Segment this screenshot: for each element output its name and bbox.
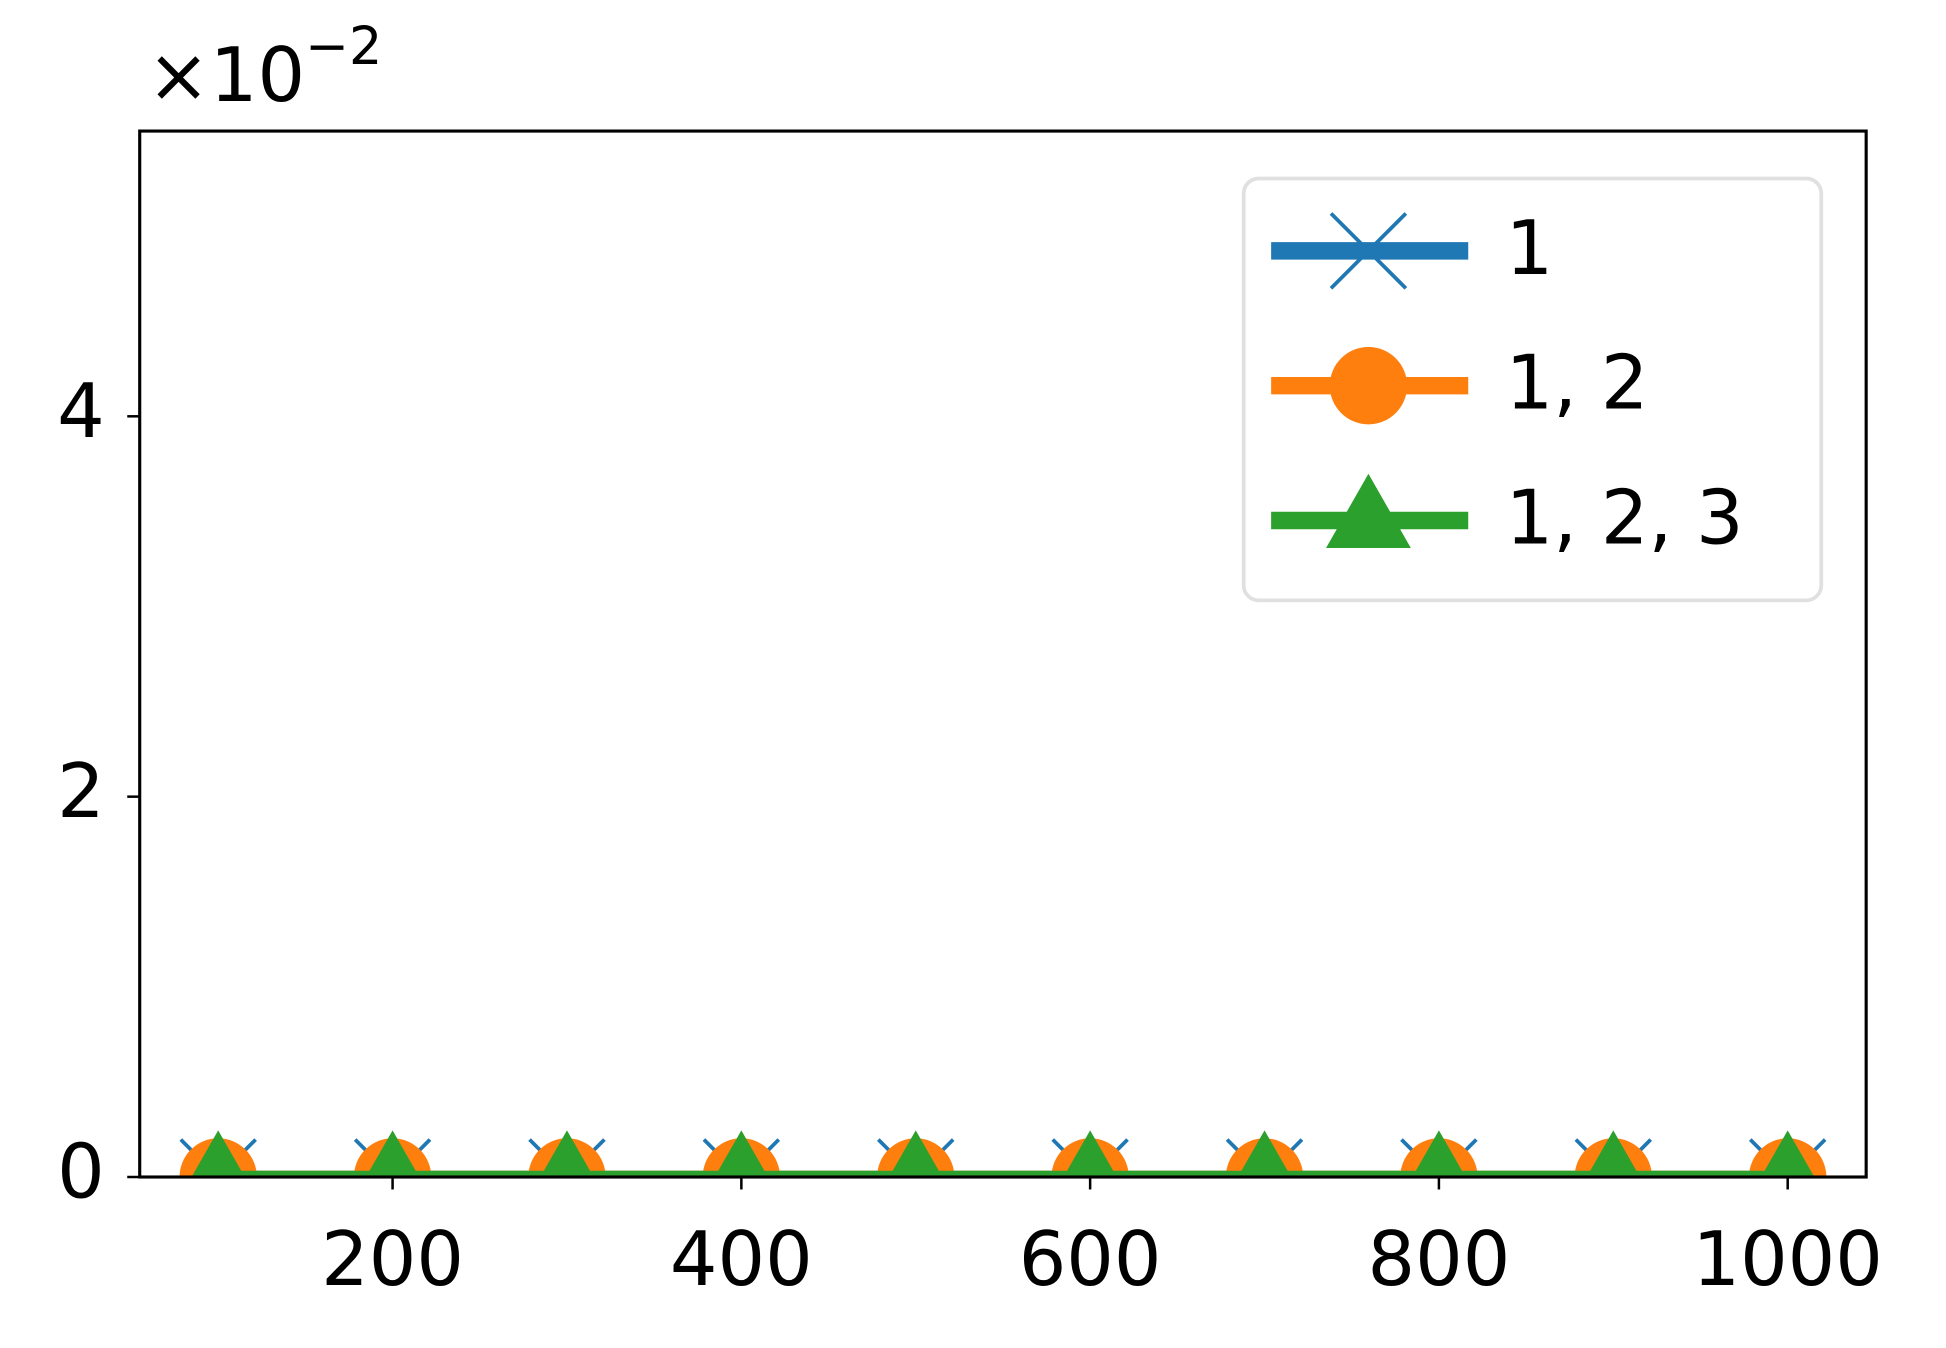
marker-triangle [714,1130,769,1178]
plot-frame [138,129,1868,1179]
legend-label: 1, 2 [1506,340,1649,427]
marker-triangle [365,1130,420,1178]
x-tick-label: 200 [321,1216,464,1303]
marker-triangle [1761,1130,1815,1178]
y-tick-label: 0 [57,1128,105,1215]
marker-x [1329,212,1408,290]
marker-triangle [1412,1130,1466,1178]
y-offset-label: ×10−2 [147,16,382,118]
marker-circle [1329,346,1408,425]
x-tick-label: 600 [1019,1216,1162,1303]
offset-exponent: −2 [305,16,382,77]
y-tick-label: 2 [57,748,105,835]
marker-triangle [1326,473,1411,549]
marker-triangle [1237,1130,1292,1178]
x-tick-label: 1000 [1692,1216,1882,1303]
x-tick-label: 800 [1367,1216,1510,1303]
offset-base: ×10 [147,31,305,118]
y-tick-label: 4 [57,368,105,455]
marker-triangle [191,1130,245,1178]
marker-triangle [1586,1130,1640,1178]
legend: 1 1, 2 1, 2, 3 [1241,176,1824,603]
marker-triangle [1063,1130,1117,1178]
marker-triangle [889,1130,943,1178]
x-tick-label: 400 [670,1216,813,1303]
plot-area [179,1130,1827,1178]
legend-frame [1241,176,1824,603]
marker-triangle [540,1130,594,1178]
legend-label: 1 [1506,205,1554,292]
legend-label: 1, 2, 3 [1506,474,1744,561]
